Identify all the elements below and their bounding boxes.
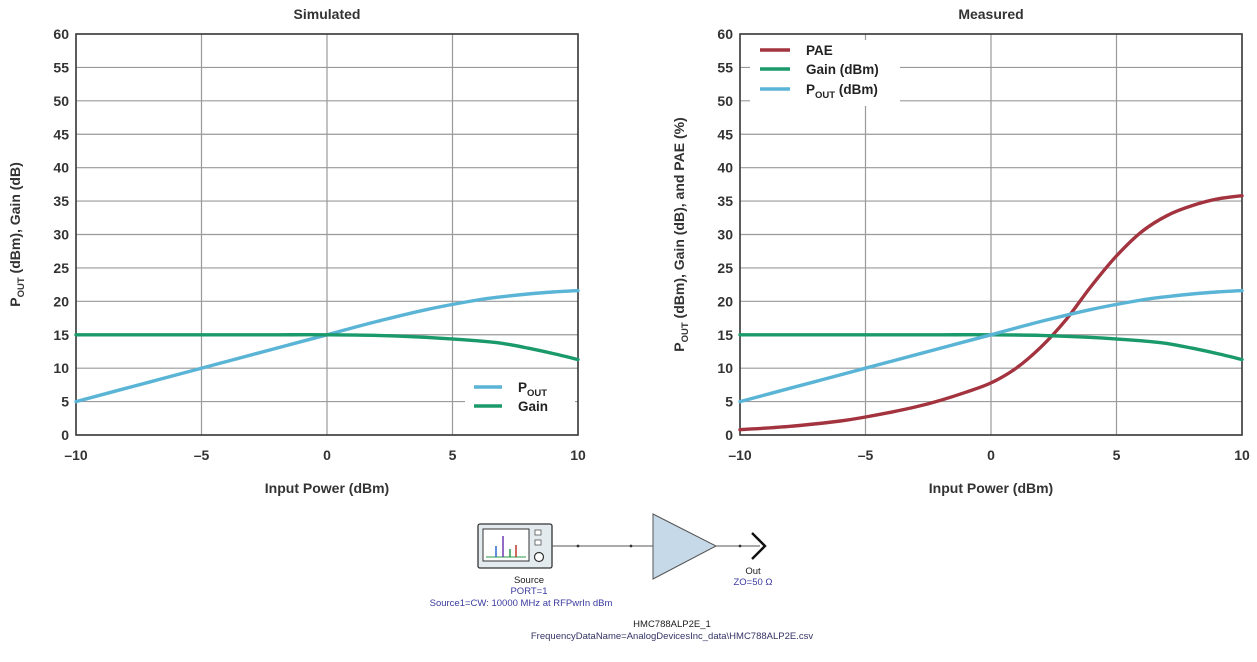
y-tick-label: 30 xyxy=(53,227,69,243)
y-tick-label: 0 xyxy=(61,427,69,443)
x-tick-label: –5 xyxy=(858,447,874,463)
y-tick-label: 50 xyxy=(717,93,733,109)
source-label: Source xyxy=(514,575,544,586)
y-tick-label: 30 xyxy=(717,227,733,243)
chart-title: Simulated xyxy=(294,6,361,22)
y-tick-label: 10 xyxy=(53,360,69,376)
y-tick-label: 55 xyxy=(53,59,69,75)
series-line-pout xyxy=(74,288,580,404)
series-line-gain xyxy=(74,333,580,362)
output-port-icon xyxy=(751,532,767,560)
x-axis-label: Input Power (dBm) xyxy=(929,480,1053,496)
y-tick-label: 45 xyxy=(53,126,69,142)
y-tick-label: 5 xyxy=(61,394,69,410)
source-port: PORT=1 xyxy=(510,586,547,597)
out-impedance: ZO=50 Ω xyxy=(733,577,772,588)
y-tick-label: 50 xyxy=(53,93,69,109)
y-tick-label: 60 xyxy=(53,26,69,42)
series-line-pae xyxy=(738,194,1244,432)
y-tick-label: 20 xyxy=(717,293,733,309)
y-axis-label: POUT (dBm), Gain (dB), and PAE (%) xyxy=(671,117,691,351)
simulated-chart: 0 5 10 15 20 25 30 35 40 45 50 55 60 –10 –5 0 5 10 Simulat… xyxy=(7,6,586,496)
y-tick-label: 45 xyxy=(717,126,733,142)
x-tick-label: 0 xyxy=(323,447,331,463)
legend-label: POUT xyxy=(518,380,547,399)
amplifier-icon xyxy=(652,513,718,580)
plot-frame xyxy=(739,33,1243,436)
legend: PAE Gain (dBm) POUT (dBm) xyxy=(750,40,900,106)
y-tick-label: 35 xyxy=(53,193,69,209)
x-tick-label: 5 xyxy=(1113,447,1121,463)
y-tick-label: 10 xyxy=(717,360,733,376)
x-axis-label: Input Power (dBm) xyxy=(265,480,389,496)
y-tick-label: 25 xyxy=(717,260,733,276)
series-line-gain-dbm xyxy=(738,333,1244,362)
y-tick-label: 55 xyxy=(717,59,733,75)
y-tick-label: 15 xyxy=(53,327,69,343)
schematic: Source PORT=1 Source1=CW: 10000 MHz at R… xyxy=(430,513,813,642)
y-axis-label: POUT (dBm), Gain (dB) xyxy=(7,162,27,307)
x-tick-label: –10 xyxy=(728,447,752,463)
y-tick-label: 35 xyxy=(717,193,733,209)
y-tick-label: 60 xyxy=(717,26,733,42)
y-tick-label: 0 xyxy=(725,427,733,443)
x-tick-label: 5 xyxy=(449,447,457,463)
y-tick-label: 20 xyxy=(53,293,69,309)
y-tick-label: 25 xyxy=(53,260,69,276)
legend-box xyxy=(465,373,575,429)
x-tick-label: 10 xyxy=(1234,447,1250,463)
y-tick-label: 40 xyxy=(717,160,733,176)
amp-name: HMC788ALP2E_1 xyxy=(633,619,711,630)
x-tick-label: 10 xyxy=(570,447,586,463)
legend-label: POUT (dBm) xyxy=(806,82,878,101)
signal-source-icon xyxy=(477,523,553,569)
y-tick-label: 5 xyxy=(725,394,733,410)
measured-chart: 0 5 10 15 20 25 30 35 40 45 50 55 60 –10 –5 0 5 10 Measure… xyxy=(671,6,1250,496)
legend-label: PAE xyxy=(806,43,833,58)
y-tick-label: 40 xyxy=(53,160,69,176)
chart-title: Measured xyxy=(958,6,1023,22)
y-tick-label: 15 xyxy=(717,327,733,343)
plot-frame xyxy=(75,33,579,436)
legend-label: Gain (dBm) xyxy=(806,62,879,77)
legend-label: Gain xyxy=(518,399,548,414)
x-tick-label: 0 xyxy=(987,447,995,463)
series-line-pout xyxy=(738,288,1244,404)
x-tick-label: –5 xyxy=(194,447,210,463)
out-label: Out xyxy=(745,566,761,577)
amp-data: FrequencyDataName=AnalogDevicesInc_data\… xyxy=(531,631,813,642)
source-desc: Source1=CW: 10000 MHz at RFPwrIn dBm xyxy=(430,598,613,609)
x-tick-label: –10 xyxy=(64,447,88,463)
